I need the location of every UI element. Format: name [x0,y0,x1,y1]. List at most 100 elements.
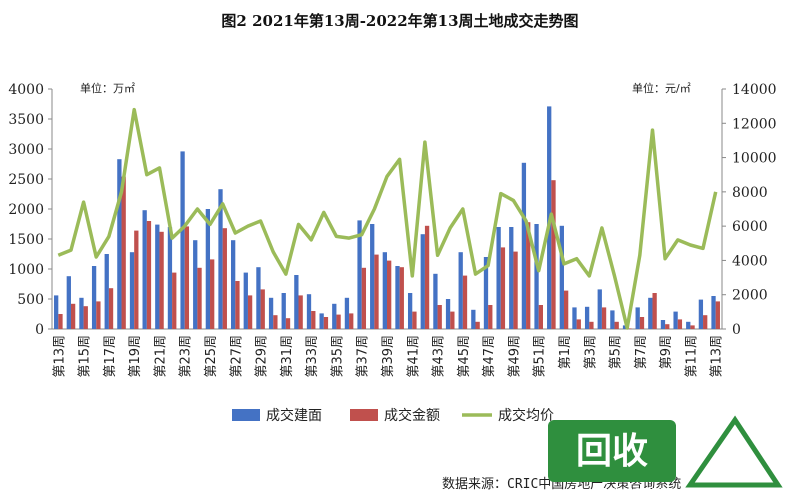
left-tick-label: 0 [35,322,44,338]
x-tick-label: 第11周 [684,335,699,378]
left-axis-ticks: 0 500 1000 1500 2000 2500 3000 3500 4000 [8,82,52,338]
bar-area [572,307,577,329]
bar-amount [273,315,278,329]
bar-amount [210,259,215,329]
bar-amount [576,319,581,329]
bar-amount [652,293,657,329]
bar-area [496,227,501,329]
right-tick-label: 14000 [732,82,777,98]
bar-area [256,267,261,329]
x-tick-label: 第41周 [406,335,421,378]
bar-amount [437,305,442,329]
bar-amount [235,281,240,329]
bar-amount [715,301,720,329]
legend-label-area: 成交建面 [266,407,322,424]
bar-amount [424,225,430,329]
bar-area [319,313,324,329]
x-tick-label: 第13周 [710,335,725,378]
x-axis-ticks: 第13周 第15周 第17周 第19周 第21周 第23周 第25周 第27周 第29周 第31周… [52,335,724,378]
x-tick-label: 第17周 [103,335,118,378]
x-tick-label: 第9周 [659,335,674,369]
bar-area [420,234,425,329]
right-tick-label: 12000 [732,116,777,132]
bar-area [711,296,716,329]
right-tick-label: 8000 [732,185,768,201]
bar-area [218,189,223,329]
x-tick-label: 第51周 [533,335,548,378]
bar-amount [601,307,607,329]
left-tick-label: 4000 [8,82,44,98]
bar-area [205,209,211,329]
right-tick-label: 6000 [732,219,768,235]
bar-amount [513,251,518,329]
watermark-leaf-icon [685,415,783,488]
bar-area [407,293,413,329]
bar-amount [70,303,76,329]
x-tick-label: 第45周 [457,335,472,378]
bar-amount [627,328,632,329]
bar-amount [311,311,316,329]
bar-amount [146,221,152,329]
left-tick-label: 3500 [8,112,44,128]
x-tick-label: 第43周 [432,335,447,378]
bar-area [294,275,299,329]
bar-area [268,297,274,329]
bar-amount [121,176,126,329]
bar-area [117,159,122,329]
bar-amount [589,321,594,329]
x-tick-label: 第37周 [356,335,371,378]
x-tick-label: 第23周 [179,335,194,378]
x-tick-label: 第47周 [482,335,497,378]
bar-area [509,227,514,329]
bar-area [231,240,236,329]
bar-amount [247,295,253,329]
right-tick-label: 4000 [732,253,768,269]
bar-area [281,293,286,329]
bar-amount [387,260,392,329]
left-tick-label: 1000 [8,262,44,278]
bar-amount [677,319,683,329]
right-unit-label: 单位：元/㎡ [632,81,691,95]
left-tick-label: 1500 [8,232,44,248]
bar-area [597,289,602,329]
bar-amount [488,305,493,329]
left-tick-label: 500 [17,292,44,308]
bar-amount [222,228,227,329]
x-tick-label: 第13周 [52,335,67,378]
bar-amount [500,247,506,329]
x-tick-label: 第49周 [507,335,522,378]
bar-area [458,252,463,329]
bar-area [471,309,476,329]
x-tick-label: 第39周 [381,335,396,378]
bar-area [129,252,135,329]
x-tick-label: 第27周 [229,335,244,378]
bar-amount [323,317,329,329]
bar-area [635,307,640,329]
x-tick-label: 第1周 [558,335,573,369]
legend-swatch-area [232,409,260,421]
legend-label-price: 成交均价 [498,407,554,424]
line-price [57,107,718,330]
bar-area [610,310,615,329]
bar-area [155,224,160,329]
bar-area [382,252,387,329]
bar-amount [108,288,114,329]
x-tick-label: 第5周 [609,335,624,369]
bar-area [673,311,678,329]
bar-area [142,210,147,329]
bar-area [686,321,691,329]
x-tick-label: 第25周 [204,335,219,378]
bar-area [332,303,337,329]
left-tick-label: 3000 [8,142,44,158]
x-tick-label: 第19周 [128,335,143,378]
bar-amount [285,318,291,329]
bar-amount [58,314,63,329]
bar-amount [134,230,139,329]
left-unit-label: 单位：万㎡ [80,81,135,95]
bar-amount [336,314,341,329]
bar-amount [172,272,177,329]
bar-area [483,257,489,329]
bar-amount [83,306,88,329]
bar-amount [614,321,619,329]
